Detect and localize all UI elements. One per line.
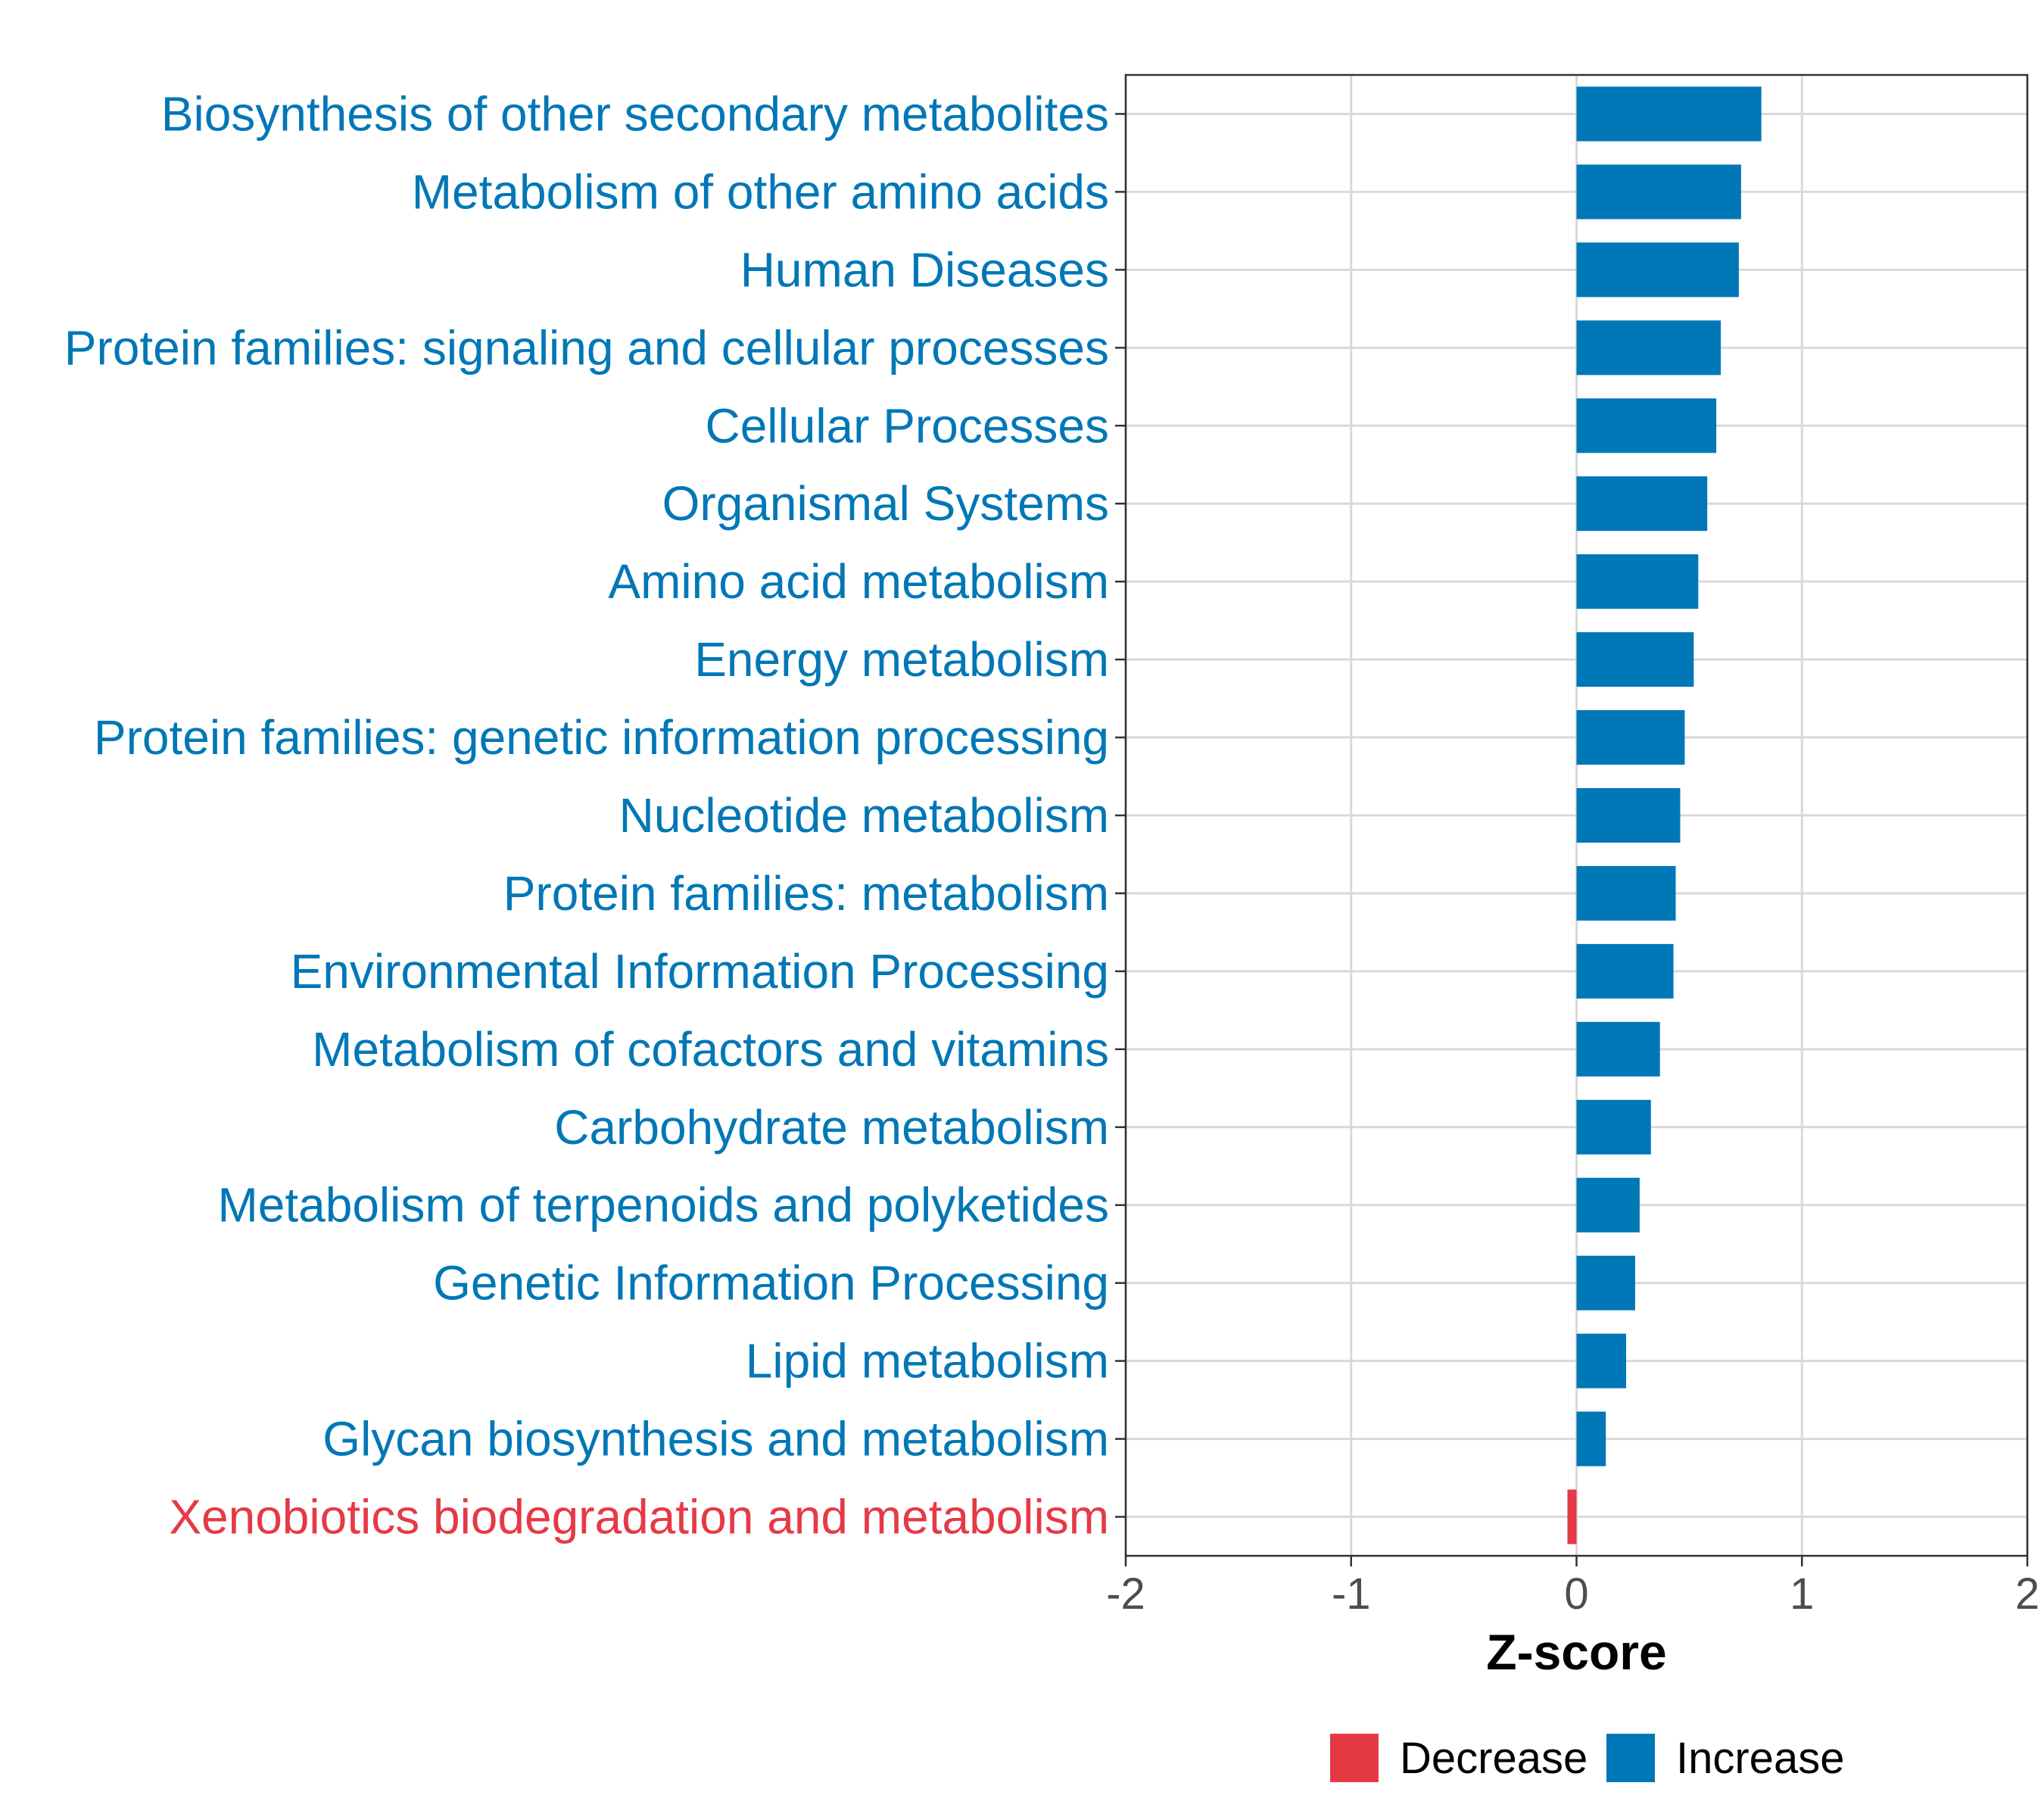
legend-label-decrease: Decrease [1400, 1734, 1588, 1783]
legend: Decrease Increase [1330, 1734, 1844, 1783]
bars [1567, 86, 1762, 1544]
category-label: Protein families: genetic information pr… [94, 710, 1109, 765]
bar [1576, 554, 1699, 609]
category-label: Metabolism of terpenoids and polyketides [217, 1178, 1109, 1233]
category-label: Cellular Processes [705, 398, 1109, 453]
x-tick-label: 0 [1564, 1569, 1588, 1619]
bar [1576, 86, 1762, 142]
legend-label-increase: Increase [1676, 1734, 1844, 1783]
bar [1567, 1489, 1577, 1544]
category-label: Genetic Information Processing [433, 1256, 1109, 1311]
category-label: Metabolism of other amino acids [412, 164, 1109, 219]
category-label: Biosynthesis of other secondary metaboli… [161, 86, 1109, 141]
category-label: Carbohydrate metabolism [554, 1100, 1109, 1155]
bar [1576, 242, 1739, 298]
category-label: Nucleotide metabolism [619, 788, 1109, 843]
x-tick-label: -1 [1332, 1569, 1371, 1619]
bar [1576, 1411, 1606, 1466]
bar [1576, 320, 1722, 376]
legend-swatch-increase [1606, 1734, 1655, 1782]
category-label: Xenobiotics biodegradation and metabolis… [169, 1490, 1109, 1544]
category-label: Human Diseases [740, 242, 1109, 297]
category-label: Energy metabolism [694, 632, 1109, 687]
bar [1576, 1177, 1640, 1233]
bar [1576, 1333, 1627, 1388]
bar [1576, 710, 1685, 765]
x-tick-label: 2 [2015, 1569, 2039, 1619]
x-tick-label: 1 [1790, 1569, 1814, 1619]
bar [1576, 632, 1694, 687]
category-label: Lipid metabolism [746, 1334, 1109, 1388]
category-label: Environmental Information Processing [291, 944, 1109, 999]
bar [1576, 1255, 1635, 1311]
bar [1576, 787, 1681, 843]
bar [1576, 476, 1708, 531]
x-axis-title: Z-score [1486, 1624, 1666, 1680]
legend-swatch-decrease [1330, 1734, 1379, 1782]
category-label: Protein families: metabolism [503, 866, 1109, 921]
bar [1576, 943, 1674, 999]
bar [1576, 164, 1741, 220]
category-label: Metabolism of cofactors and vitamins [312, 1022, 1109, 1077]
bar [1576, 398, 1717, 453]
category-labels: Biosynthesis of other secondary metaboli… [64, 86, 1126, 1544]
x-axis-ticks: -2 -1 0 1 2 [1106, 1556, 2039, 1619]
bar [1576, 865, 1676, 921]
category-label: Organismal Systems [662, 476, 1109, 531]
category-label: Protein families: signaling and cellular… [64, 320, 1109, 375]
x-tick-label: -2 [1106, 1569, 1145, 1619]
bar [1576, 1021, 1660, 1077]
category-label: Amino acid metabolism [608, 554, 1109, 609]
bar [1576, 1099, 1651, 1155]
category-label: Glycan biosynthesis and metabolism [322, 1412, 1109, 1466]
